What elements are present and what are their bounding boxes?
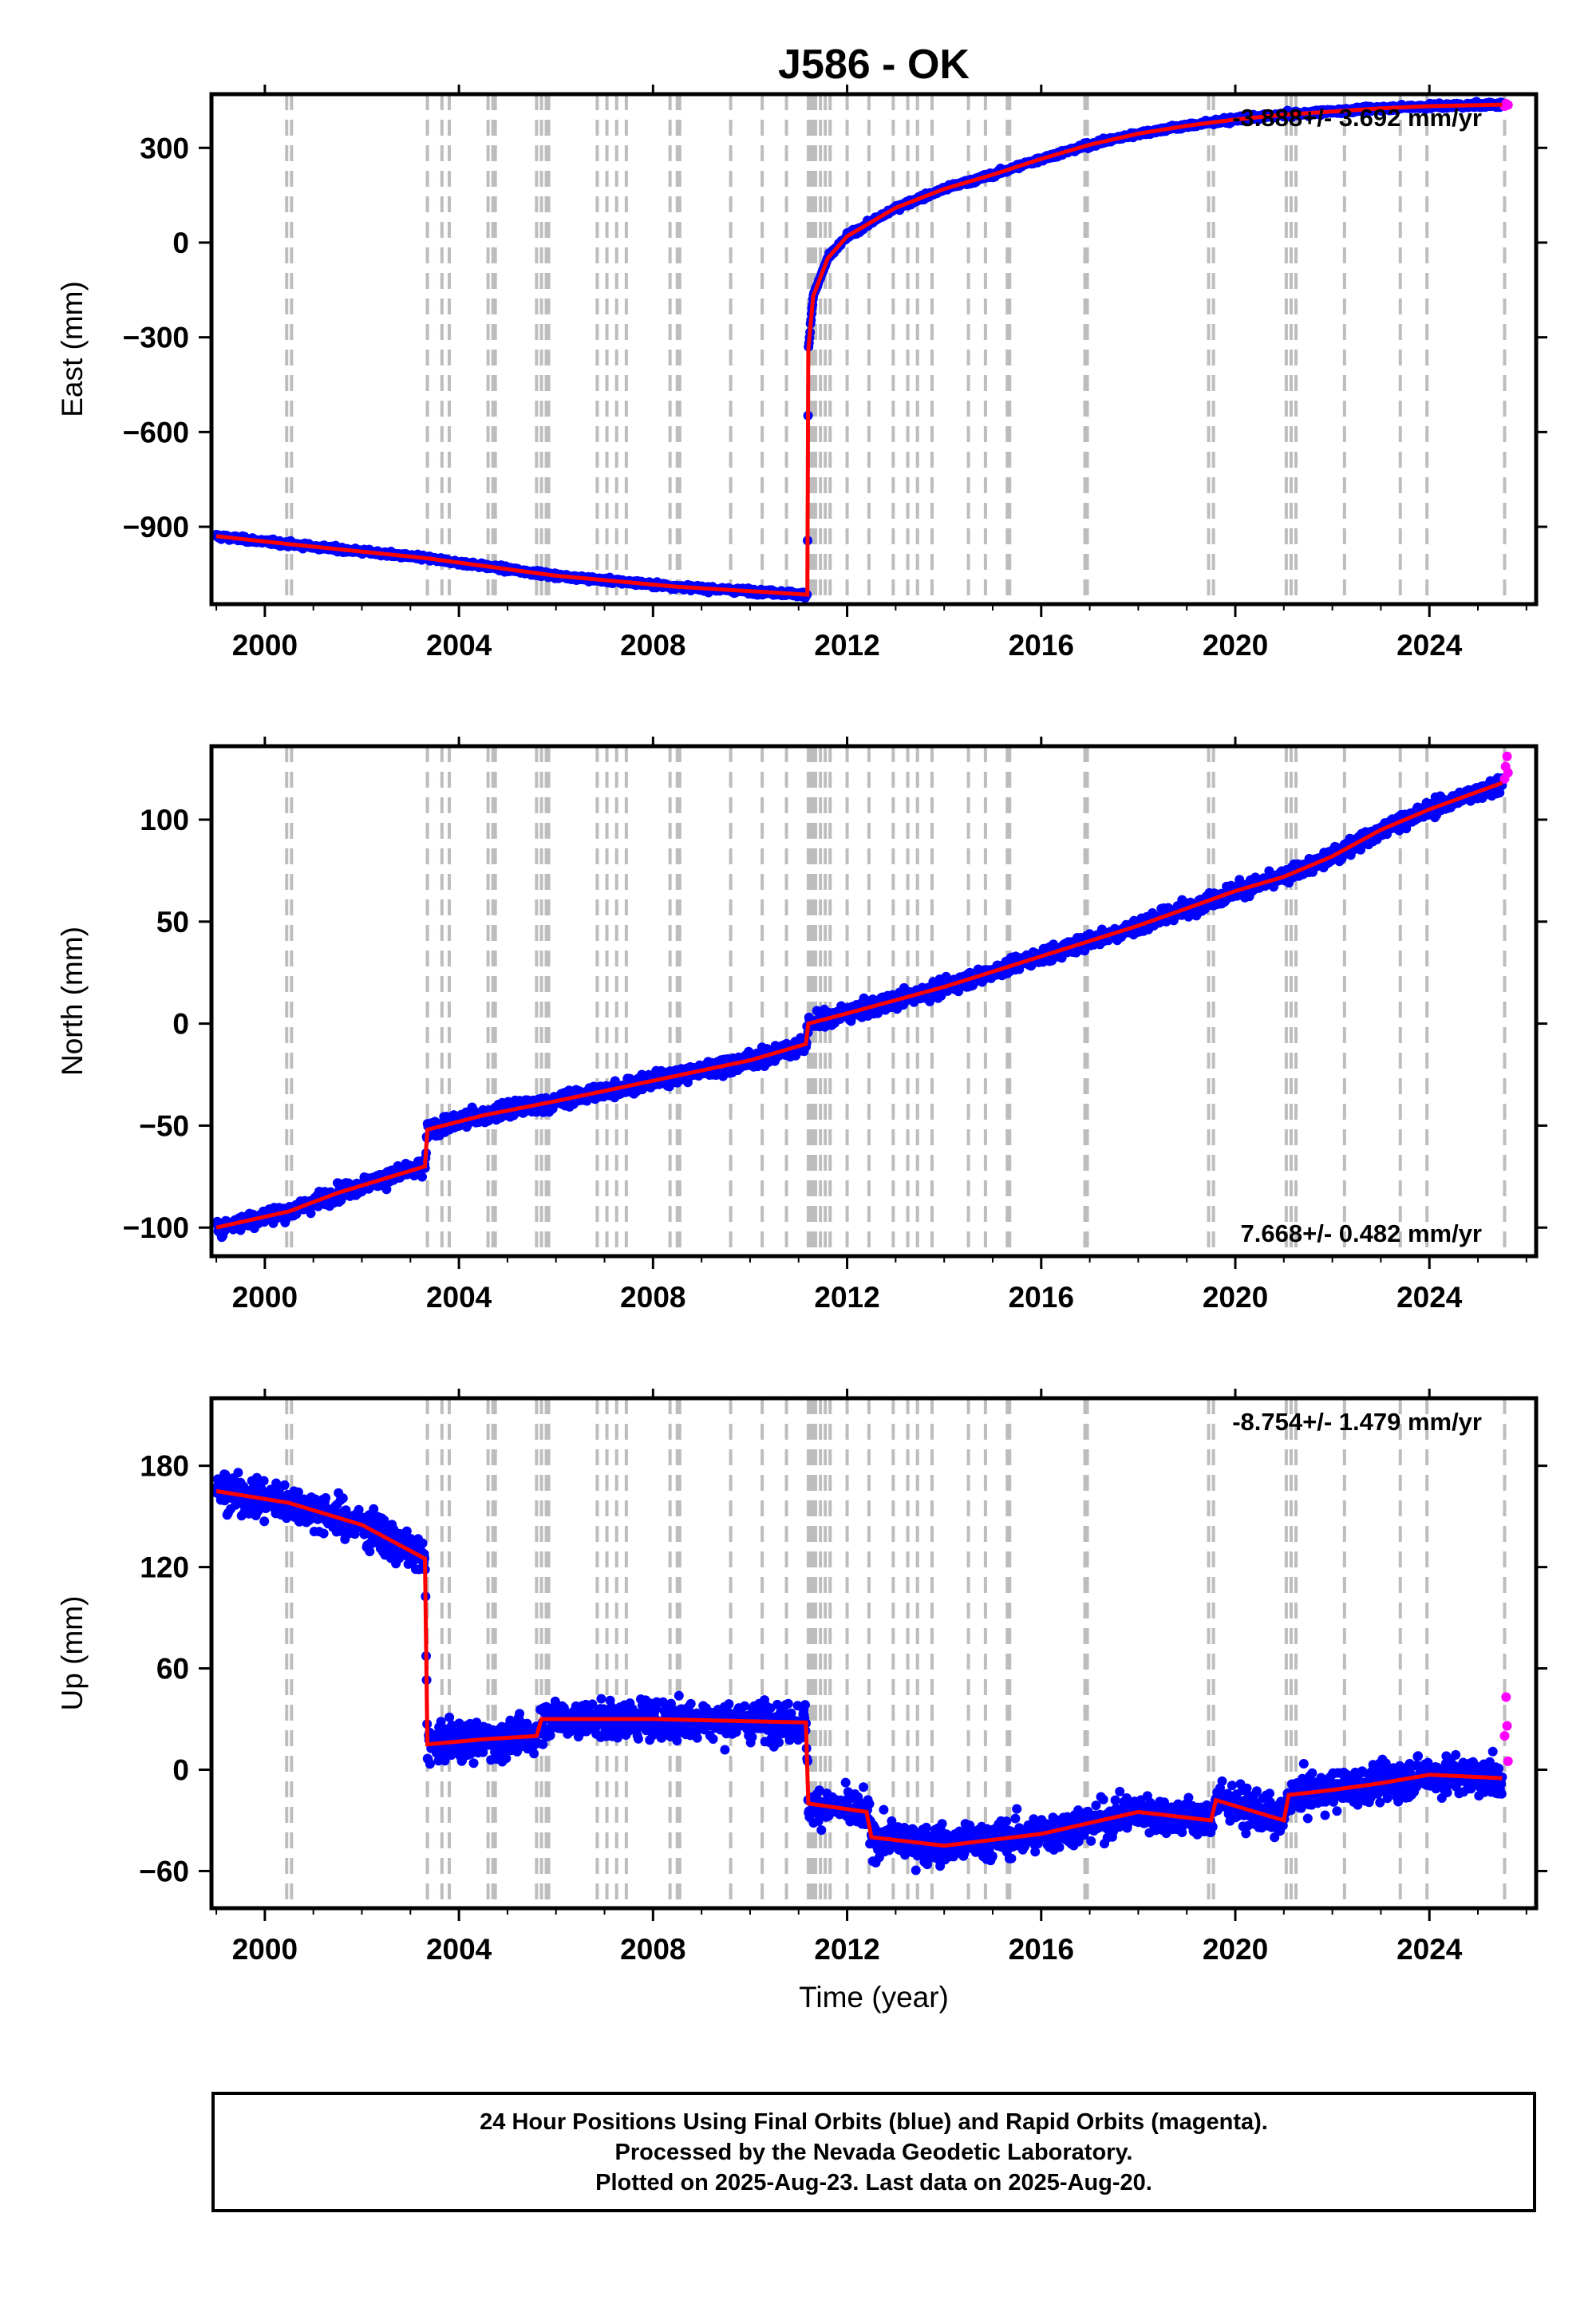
east-panel: 2000 2004 2008 2012 2016 2020 2024 300 0 −300 −600… [56,85,1547,662]
north-panel: 2000 2004 2008 2012 2016 2020 2024100500−50−10… [56,737,1547,1314]
x-tick-label: 2000 [232,629,298,662]
y-tick-label: −900 [123,511,189,543]
data-point [381,1184,392,1195]
y-tick-label: 300 [140,132,189,164]
chart-title: J586 - OK [778,41,970,88]
event-lines [285,94,1507,604]
data-point [417,1172,427,1182]
y-tick-label: −300 [123,322,189,354]
model-line [215,102,1503,597]
x-tick-label: 2016 [1009,629,1074,662]
plot-frame [209,92,1539,607]
y-tick-label: −600 [123,416,189,449]
rate-annotation: -3.888+/- 3.692 mm/yr [1232,104,1482,132]
data-point [547,1104,558,1114]
rapid-data-point [1503,100,1513,110]
x-tick-label: 2024 [1396,629,1463,662]
y-tick-label: 0 [172,227,189,259]
data-point [306,1208,316,1219]
x-tick-label: 2008 [620,629,685,662]
x-tick-label: 2012 [814,629,879,662]
final-orbit-points [211,751,1513,1243]
final-orbit-points [211,97,1513,603]
x-tick-label: 2020 [1203,629,1268,662]
y-axis-label: East (mm) [56,281,89,417]
x-tick-label: 2004 [426,629,492,662]
